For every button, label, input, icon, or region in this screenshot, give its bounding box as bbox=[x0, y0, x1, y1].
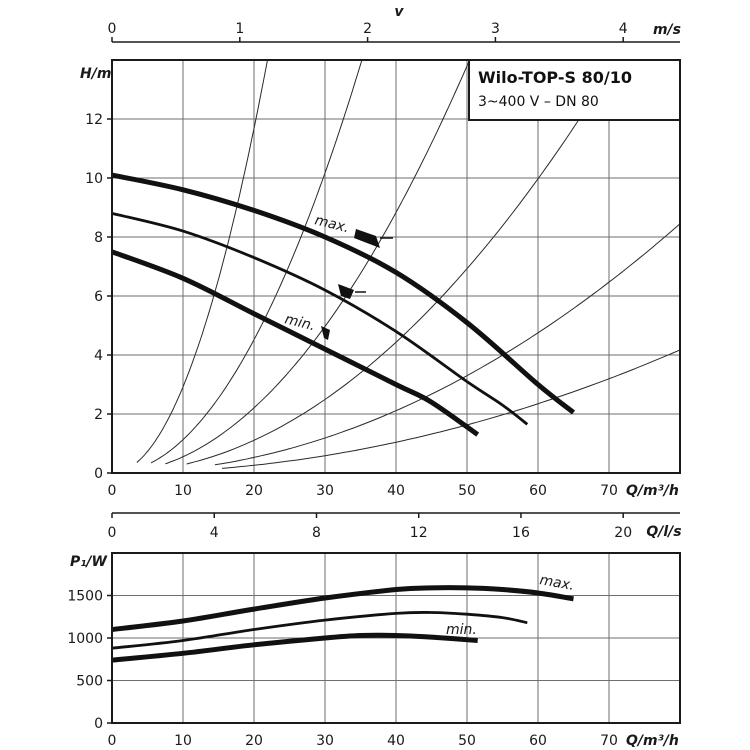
head-x-axis-label: Q/m³/h bbox=[626, 483, 679, 499]
head-series-line bbox=[111, 249, 480, 437]
head-series-line bbox=[111, 212, 529, 426]
head-y-tick-label: 4 bbox=[94, 348, 103, 364]
velocity-tick-label: 1 bbox=[235, 21, 244, 37]
velocity-tick-label: 2 bbox=[363, 21, 372, 37]
power-y-tick-label: 1500 bbox=[67, 589, 103, 605]
velocity-tick-label: 0 bbox=[108, 21, 117, 37]
head-y-tick-label: 0 bbox=[94, 466, 103, 482]
head-y-axis-label: H/m bbox=[80, 66, 111, 82]
head-x-tick-label: 20 bbox=[245, 483, 263, 499]
power-min-label: min. bbox=[446, 622, 477, 638]
power-series-line bbox=[111, 610, 528, 650]
power-max-label: max. bbox=[538, 572, 575, 594]
head-y-tick-label: 12 bbox=[85, 112, 103, 128]
power-x-tick-label: 50 bbox=[458, 733, 476, 749]
power-y-tick-label: 1000 bbox=[67, 631, 103, 647]
flow-ls-tick-label: 8 bbox=[312, 525, 321, 541]
velocity-axis-label: v bbox=[394, 4, 404, 20]
flow-ls-axis-label: Q/l/s bbox=[646, 524, 681, 540]
system-curve bbox=[214, 223, 681, 466]
head-min-label: min. bbox=[283, 311, 317, 334]
flow-ls-tick-label: 0 bbox=[108, 525, 117, 541]
power-series-line bbox=[111, 632, 478, 663]
power-x-tick-label: 70 bbox=[600, 733, 618, 749]
head-y-tick-label: 10 bbox=[85, 171, 103, 187]
velocity-tick-label: 4 bbox=[619, 21, 628, 37]
system-curve bbox=[136, 59, 268, 463]
system-curve bbox=[150, 59, 363, 464]
power-x-tick-label: 20 bbox=[245, 733, 263, 749]
flow-ls-tick-label: 4 bbox=[210, 525, 219, 541]
title-box: Wilo-TOP-S 80/10 3~400 V – DN 80 bbox=[468, 59, 681, 121]
stage-marker-mid bbox=[338, 284, 354, 299]
head-x-tick-label: 10 bbox=[174, 483, 192, 499]
head-chart: 0 10 20 30 40 50 60 70 0 2 4 6 8 10 12 Wilo-TOP-S 80/1… bbox=[80, 59, 681, 499]
power-x-axis-label: Q/m³/h bbox=[626, 733, 679, 749]
velocity-tick-label: 3 bbox=[491, 21, 500, 37]
head-grid bbox=[112, 60, 680, 473]
head-y-tick-label: 2 bbox=[94, 407, 103, 423]
head-series-line bbox=[111, 172, 576, 415]
flow-ls-tick-label: 20 bbox=[614, 525, 632, 541]
head-y-tick-label: 6 bbox=[94, 289, 103, 305]
velocity-axis-unit: m/s bbox=[653, 22, 681, 38]
power-y-axis-label: P₁/W bbox=[70, 554, 108, 570]
chart-subtitle: 3~400 V – DN 80 bbox=[478, 94, 599, 110]
head-x-tick-label: 0 bbox=[108, 483, 117, 499]
system-curve bbox=[186, 59, 618, 465]
flow-ls-axis: Q/l/s 0 4 8 12 16 20 bbox=[108, 512, 682, 541]
system-curve bbox=[222, 349, 681, 469]
velocity-axis: v m/s 0 1 2 3 4 bbox=[108, 4, 681, 43]
head-x-tick-label: 70 bbox=[600, 483, 618, 499]
title-box-frame bbox=[468, 59, 681, 121]
flow-ls-tick-label: 16 bbox=[512, 525, 530, 541]
stage-marker-min bbox=[321, 326, 330, 340]
power-x-tick-label: 60 bbox=[529, 733, 547, 749]
power-x-tick-label: 40 bbox=[387, 733, 405, 749]
chart-title: Wilo-TOP-S 80/10 bbox=[478, 68, 632, 87]
power-x-tick-label: 10 bbox=[174, 733, 192, 749]
power-series-line bbox=[111, 585, 574, 632]
power-series bbox=[111, 585, 574, 663]
flow-ls-tick-label: 12 bbox=[410, 525, 428, 541]
power-ticks: 0 10 20 30 40 50 60 70 0 500 1000 1500 bbox=[67, 589, 618, 750]
head-plot-frame bbox=[111, 59, 681, 474]
head-series bbox=[111, 172, 576, 437]
system-curves bbox=[136, 59, 681, 469]
system-curve bbox=[165, 59, 471, 465]
head-ticks: 0 10 20 30 40 50 60 70 0 2 4 6 8 10 12 bbox=[85, 112, 618, 499]
head-x-tick-label: 40 bbox=[387, 483, 405, 499]
head-x-tick-label: 30 bbox=[316, 483, 334, 499]
power-x-tick-label: 0 bbox=[108, 733, 117, 749]
power-y-tick-label: 0 bbox=[94, 716, 103, 732]
head-y-tick-label: 8 bbox=[94, 230, 103, 246]
stage-marker-max bbox=[354, 229, 380, 248]
power-y-tick-label: 500 bbox=[76, 674, 103, 690]
head-x-tick-label: 60 bbox=[529, 483, 547, 499]
power-x-tick-label: 30 bbox=[316, 733, 334, 749]
head-x-tick-label: 50 bbox=[458, 483, 476, 499]
